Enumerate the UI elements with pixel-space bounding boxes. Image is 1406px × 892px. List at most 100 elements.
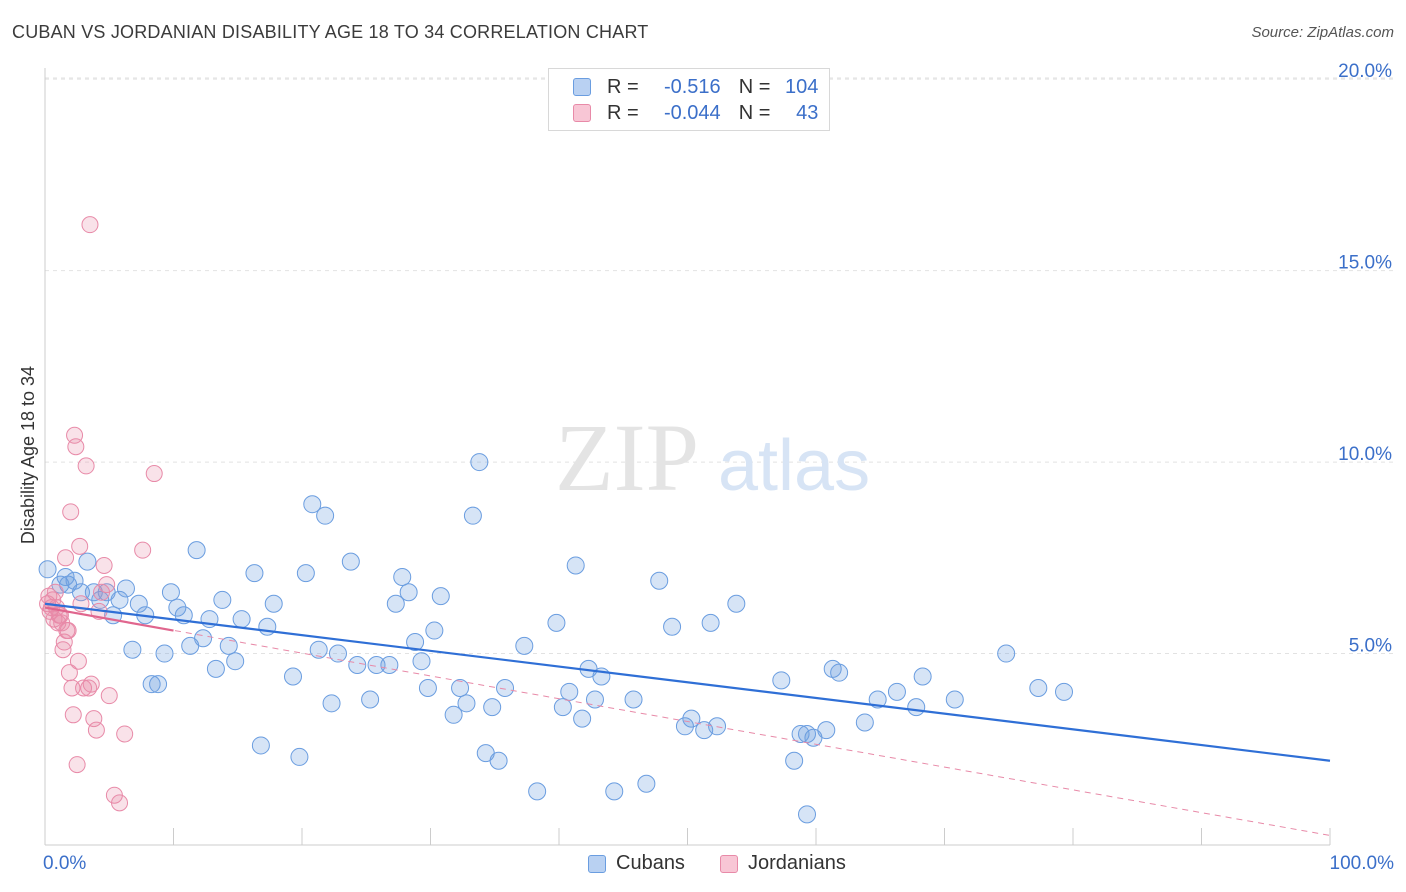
x-tick-label: 100.0% — [1330, 853, 1395, 874]
legend-n-label: N = — [738, 101, 771, 124]
cuban-point — [547, 613, 566, 632]
cubans-points — [38, 453, 1074, 824]
bottom-legend-label: Jordanians — [748, 852, 846, 874]
jordanian-point — [100, 687, 118, 705]
legend-row-jordanians: R = -0.044 N = 43 — [573, 100, 818, 126]
y-tick-label: 10.0% — [1338, 444, 1392, 465]
jordanian-point — [69, 652, 87, 670]
bottom-legend-label: Cubans — [616, 852, 685, 874]
legend-r-label: R = — [607, 75, 639, 98]
legend-swatch-cubans — [573, 78, 591, 96]
y-tick-label: 15.0% — [1338, 253, 1392, 274]
cuban-point — [213, 590, 232, 609]
cuban-point — [907, 698, 926, 717]
tick-labels: 5.0% 10.0% 15.0% 20.0% 0.0% 100.0% — [43, 61, 1394, 874]
cuban-point — [637, 774, 656, 793]
cuban-point — [496, 679, 515, 697]
cuban-point — [161, 583, 180, 602]
cuban-point — [386, 594, 405, 613]
cuban-point — [855, 713, 874, 732]
cuban-point — [418, 679, 437, 697]
cuban-point — [701, 613, 720, 632]
jordanians-trend-line — [44, 606, 174, 632]
cuban-point — [785, 751, 804, 770]
bottom-swatch-cubans — [588, 854, 606, 873]
cuban-point — [887, 682, 906, 701]
cuban-point — [296, 564, 315, 583]
cuban-point — [309, 640, 328, 659]
cuban-point — [129, 594, 148, 613]
cuban-point — [798, 724, 817, 743]
cuban-point — [142, 675, 161, 694]
cuban-point — [830, 663, 849, 682]
cuban-point — [528, 782, 547, 801]
legend-n-value: 43 — [796, 101, 819, 124]
legend-n-value: 104 — [785, 75, 819, 98]
jordanian-point — [81, 216, 99, 234]
cuban-point — [361, 690, 380, 709]
cuban-point — [431, 587, 450, 606]
cuban-point — [155, 644, 174, 663]
cuban-point — [585, 690, 604, 709]
cuban-point — [798, 805, 817, 824]
cuban-point — [624, 690, 643, 709]
cuban-point — [316, 506, 335, 525]
cuban-point — [1055, 682, 1074, 701]
watermark-atlas: atlas — [718, 426, 870, 506]
cuban-point — [303, 495, 322, 514]
x-tick-label: 0.0% — [43, 853, 86, 874]
jordanian-point — [62, 503, 80, 521]
gridlines — [45, 77, 1394, 655]
cuban-point — [451, 679, 470, 697]
source-note: Source: ZipAtlas.com — [1251, 24, 1394, 41]
watermark: ZIP atlas — [555, 404, 870, 511]
cuban-point — [110, 590, 129, 609]
axes — [44, 68, 1331, 846]
cuban-point — [322, 694, 341, 713]
jordanian-point — [63, 679, 81, 697]
cuban-point — [573, 709, 592, 728]
cuban-point — [1029, 679, 1048, 697]
cuban-point — [123, 640, 142, 659]
cuban-point — [149, 675, 168, 694]
cuban-point — [727, 594, 746, 613]
cuban-point — [245, 564, 264, 583]
correlation-legend: R = -0.516 N = 104 R = -0.044 N = 43 — [548, 68, 830, 131]
legend-swatch-jordanians — [573, 104, 591, 122]
jordanian-point — [75, 679, 93, 697]
trend-lines — [44, 602, 1331, 836]
cuban-point — [206, 659, 225, 678]
cuban-point — [553, 698, 572, 717]
cuban-point — [194, 629, 213, 648]
cuban-point — [328, 644, 347, 663]
cubans-trend-line — [44, 602, 1331, 762]
cuban-point — [116, 579, 135, 598]
cuban-point — [663, 617, 682, 636]
jordanian-point — [71, 537, 89, 555]
cuban-point — [913, 667, 932, 686]
jordanian-point — [116, 725, 134, 743]
cuban-point — [868, 690, 887, 709]
jordanian-point — [64, 706, 82, 724]
cuban-point — [412, 652, 431, 671]
jordanian-point — [46, 583, 64, 601]
jordanians-points — [39, 216, 163, 812]
jordanian-point — [67, 438, 85, 456]
jordanian-point — [95, 556, 113, 574]
legend-row-cubans: R = -0.516 N = 104 — [573, 74, 818, 100]
cuban-point — [78, 552, 97, 571]
cuban-point — [399, 583, 418, 602]
cuban-point — [457, 694, 476, 713]
cuban-point — [483, 698, 502, 717]
jordanian-point — [111, 794, 129, 812]
bottom-swatch-jordanians — [720, 854, 738, 873]
cuban-point — [566, 556, 585, 575]
jordanian-point — [59, 622, 77, 640]
cuban-point — [380, 656, 399, 675]
cuban-point — [219, 636, 238, 655]
legend-n-label: N = — [738, 75, 771, 98]
legend-r-label: R = — [607, 101, 639, 124]
bottom-legend-jordanians: Jordanians — [720, 852, 846, 875]
jordanians-trend-extension — [44, 607, 1331, 836]
